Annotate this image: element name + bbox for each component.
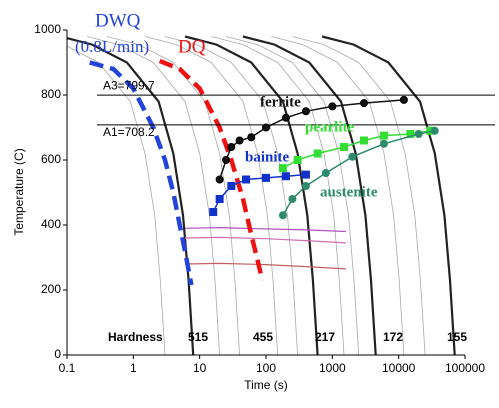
marker <box>313 149 322 158</box>
x-axis-title: Time (s) <box>244 378 288 392</box>
hardness-label: Hardness <box>108 330 163 344</box>
hardness-value: 172 <box>383 330 403 344</box>
y-tick-label: 400 <box>41 217 61 231</box>
marker <box>278 211 287 220</box>
cooling-curve <box>164 36 298 355</box>
marker <box>379 139 388 148</box>
x-tick-label: 1 <box>130 361 137 375</box>
cooling-curve <box>184 226 346 233</box>
x-tick-label: 1000 <box>319 361 346 375</box>
marker <box>281 113 290 122</box>
series-label: DWQ <box>95 10 141 31</box>
x-tick-label: 10000 <box>382 361 416 375</box>
marker <box>340 143 349 151</box>
marker <box>281 172 290 181</box>
marker <box>321 169 330 177</box>
series-label: DQ <box>178 36 206 57</box>
marker <box>262 123 270 132</box>
cooling-curve <box>158 58 265 281</box>
x-tick-label: 0.1 <box>59 361 76 375</box>
marker <box>215 175 224 184</box>
x-tick-label: 10 <box>193 361 207 375</box>
series-label: ferrite <box>260 94 301 110</box>
hardness-value: 515 <box>188 330 208 344</box>
cooling-curve <box>184 262 346 270</box>
y-tick-label: 1000 <box>34 22 61 36</box>
cooling-curve <box>211 36 345 355</box>
hardness-value: 155 <box>447 330 467 344</box>
marker <box>379 131 388 140</box>
cooling-curve <box>242 35 377 355</box>
hardness-value: 455 <box>253 330 273 344</box>
hardness-value: 217 <box>315 330 335 344</box>
marker <box>278 164 287 173</box>
marker <box>235 136 244 145</box>
marker <box>222 156 231 164</box>
marker <box>328 102 337 111</box>
marker <box>215 195 224 203</box>
transformation-line <box>218 99 404 180</box>
marker <box>242 175 251 184</box>
series-label: austenite <box>320 184 378 200</box>
marker <box>301 107 310 116</box>
y-axis-title: Temperature (C) <box>12 148 26 235</box>
marker <box>262 173 270 182</box>
transformation-line <box>212 173 306 213</box>
cooling-curve <box>184 35 319 355</box>
reference-label: A1=708.2 <box>103 125 155 139</box>
marker <box>247 133 256 142</box>
marker <box>414 130 423 138</box>
marker <box>399 95 408 104</box>
marker <box>359 136 368 145</box>
cooling-curve <box>86 36 220 355</box>
cooling-curve <box>292 36 426 355</box>
marker <box>301 170 310 179</box>
y-tick-label: 0 <box>54 347 61 361</box>
cooling-curve <box>184 236 346 244</box>
cooling-curve <box>144 36 279 355</box>
marker <box>348 152 357 161</box>
reference-label: A3=799.7 <box>103 78 155 92</box>
x-tick-label: 100 <box>256 361 276 375</box>
annotation: (0.8L/min) <box>75 37 149 56</box>
x-tick-label: 100000 <box>445 361 485 375</box>
cooling-curve <box>67 45 166 355</box>
y-tick-label: 200 <box>41 282 61 296</box>
cooling-curve <box>226 36 360 355</box>
cooling-curve <box>271 36 405 355</box>
marker <box>227 143 236 151</box>
marker <box>293 156 302 164</box>
marker <box>209 208 218 216</box>
marker <box>301 182 310 190</box>
cooling-curve <box>106 36 240 355</box>
marker <box>406 130 415 138</box>
y-tick-label: 800 <box>41 87 61 101</box>
y-tick-label: 600 <box>41 152 61 166</box>
series-label: pearlite <box>305 119 354 135</box>
series-label: bainite <box>245 149 290 165</box>
marker <box>430 126 439 135</box>
marker <box>359 99 368 108</box>
plot-area <box>67 35 456 355</box>
marker <box>288 195 297 203</box>
cooling-curve <box>89 60 194 286</box>
marker <box>227 182 236 190</box>
